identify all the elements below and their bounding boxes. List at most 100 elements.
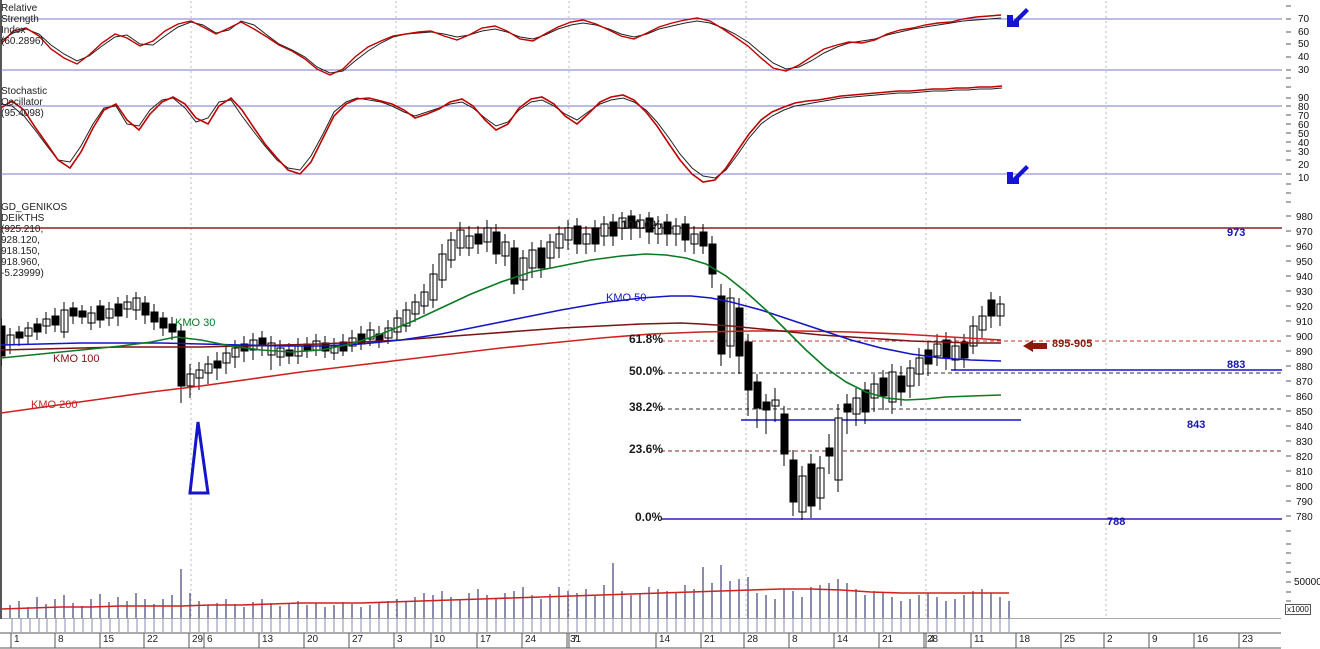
rsi-arrow-down-left-icon: [1007, 5, 1029, 27]
date-day-label: 3: [397, 634, 403, 645]
stochastic-plot-area[interactable]: [1, 82, 1282, 196]
volume-y-axis: 50000: [1282, 549, 1320, 618]
svg-text:790: 790: [1296, 497, 1313, 508]
svg-text:830: 830: [1296, 437, 1313, 448]
price-label-883: 883: [1227, 359, 1246, 371]
date-day-label: 9: [1152, 634, 1158, 645]
svg-text:970: 970: [1296, 227, 1313, 238]
kmo-50-line: [1, 295, 1002, 362]
date-day-label: 14: [837, 634, 849, 645]
date-day-label: 8: [792, 634, 798, 645]
svg-text:840: 840: [1296, 422, 1313, 433]
date-day-label: 24: [525, 634, 537, 645]
date-day-label: 17: [480, 634, 492, 645]
date-day-label: 31: [570, 634, 582, 645]
date-day-label: 11: [974, 634, 985, 645]
kmo-200-line: [1, 330, 1002, 414]
svg-text:60: 60: [1298, 120, 1310, 131]
price-label-973: 973: [1227, 227, 1246, 239]
svg-text:980: 980: [1296, 212, 1313, 223]
svg-text:60: 60: [1298, 27, 1310, 38]
date-day-label: 7: [572, 634, 578, 645]
date-day-label: 27: [352, 634, 364, 645]
rsi-y-axis: 70 60 50 40 30: [1282, 1, 1320, 80]
svg-text:940: 940: [1296, 272, 1313, 283]
fib-label-100: 100.0%: [621, 218, 662, 232]
svg-text:900: 900: [1296, 332, 1313, 343]
date-day-label: 10: [434, 634, 446, 645]
svg-text:800: 800: [1296, 482, 1313, 493]
date-day-label: 4: [929, 634, 935, 645]
kmo-200-label: KMO 200: [31, 399, 78, 411]
date-day-label: 25: [1064, 634, 1076, 645]
triangle-marker: [188, 421, 210, 495]
stochastic-panel[interactable]: Stochastic Oscillator (95.4098): [0, 81, 1310, 197]
svg-text:850: 850: [1296, 407, 1313, 418]
svg-text:50: 50: [1298, 39, 1310, 50]
fib-label-50: 50.0%: [629, 364, 664, 378]
date-day-label: 28: [747, 634, 759, 645]
date-day-label: 1: [14, 634, 20, 645]
svg-text:40: 40: [1298, 138, 1310, 149]
svg-text:810: 810: [1296, 467, 1313, 478]
svg-text:780: 780: [1296, 512, 1313, 523]
price-y-axis: 980 970 960 950 940 930 920 910 900 890 880 87…: [1282, 198, 1320, 547]
date-day-label: 15: [103, 634, 115, 645]
candlestick-series: [1, 210, 1005, 520]
date-day-label: 8: [58, 634, 64, 645]
fib-label-382: 38.2%: [629, 400, 664, 414]
svg-text:890: 890: [1296, 347, 1313, 358]
kmo-100-line: [1, 322, 1001, 351]
date-day-label: 13: [262, 634, 274, 645]
volume-ma-line: [1, 588, 1009, 610]
price-plot-area[interactable]: [1, 198, 1282, 547]
svg-text:930: 930: [1296, 287, 1313, 298]
fibonacci-levels: [661, 227, 1282, 520]
target-arrow-left-icon: [1023, 340, 1047, 352]
stochastic-y-axis: 90 80 70 60 50 40 30 20 10: [1282, 82, 1320, 196]
svg-text:30: 30: [1298, 65, 1310, 76]
date-day-label: 29: [192, 634, 204, 645]
volume-panel[interactable]: 50000 x1000: [0, 548, 1320, 619]
svg-text:40: 40: [1298, 52, 1310, 63]
volume-plot-area[interactable]: [1, 549, 1282, 618]
svg-text:70: 70: [1298, 14, 1310, 25]
svg-text:880: 880: [1296, 362, 1313, 373]
kmo-30-line: [1, 253, 1002, 401]
date-day-label: 6: [207, 634, 213, 645]
svg-text:20: 20: [1298, 160, 1310, 171]
kmo-50-label: KMO 50: [606, 292, 647, 304]
kmo-100-label: KMO 100: [53, 353, 100, 365]
date-day-label: 18: [1019, 634, 1031, 645]
date-day-label: 22: [147, 634, 159, 645]
svg-text:10: 10: [1298, 173, 1310, 184]
svg-text:960: 960: [1296, 242, 1313, 253]
svg-text:870: 870: [1296, 377, 1313, 388]
rsi-panel[interactable]: Relative Strength Index (60.2896): [0, 0, 1310, 81]
price-panel[interactable]: GD_GENIKOS DEIKTHS (925.210, 928.120, 91…: [0, 197, 1313, 548]
date-day-label: 21: [704, 634, 716, 645]
svg-text:820: 820: [1296, 452, 1313, 463]
svg-text:50000: 50000: [1294, 577, 1320, 588]
price-label-843: 843: [1187, 419, 1206, 431]
volume-unit-label: x1000: [1285, 604, 1311, 615]
date-day-label: 2: [1107, 634, 1113, 645]
svg-text:860: 860: [1296, 392, 1313, 403]
svg-text:920: 920: [1296, 302, 1313, 313]
svg-text:910: 910: [1296, 317, 1313, 328]
svg-text:70: 70: [1298, 111, 1310, 122]
fib-label-0: 0.0%: [635, 510, 663, 524]
date-day-label: 23: [1242, 634, 1254, 645]
date-day-label: 20: [307, 634, 319, 645]
price-label-788: 788: [1107, 516, 1126, 528]
svg-text:30: 30: [1298, 147, 1310, 158]
date-day-label: 28: [927, 634, 939, 645]
date-axis[interactable]: 1 8 15 22 29 6 13 20 27 3 10 17 24 31 7 14 21 28 8 14 21 28 4 1…: [0, 618, 1320, 649]
svg-text:50: 50: [1298, 129, 1310, 140]
date-day-label: 16: [1197, 634, 1209, 645]
rsi-plot-area[interactable]: [1, 1, 1282, 80]
svg-text:80: 80: [1298, 102, 1310, 113]
stochastic-svg: [1, 82, 1282, 196]
date-day-label: 21: [882, 634, 894, 645]
